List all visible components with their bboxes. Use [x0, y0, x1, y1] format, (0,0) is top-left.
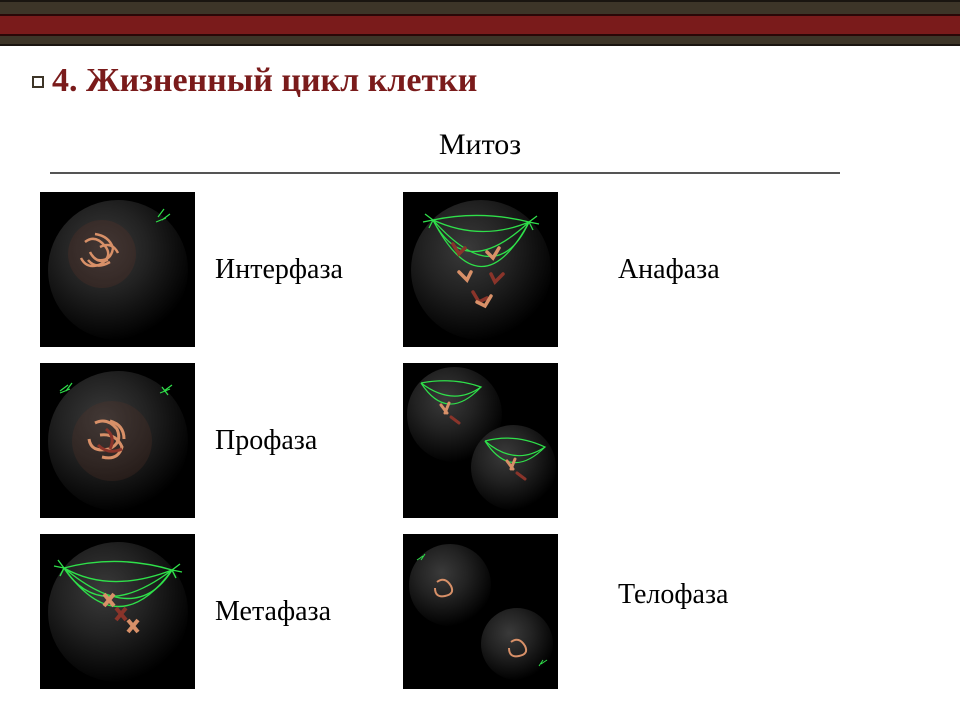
- page-title: 4. Жизненный цикл клетки: [52, 62, 477, 100]
- bar-top: [0, 0, 960, 14]
- phase-label: Интерфаза: [215, 254, 343, 286]
- header-bars: [0, 0, 960, 46]
- phase-row: Интерфаза: [40, 192, 343, 347]
- page-subtitle: Митоз: [0, 128, 960, 162]
- right-column-images: [403, 192, 558, 692]
- bar-bottom: [0, 36, 960, 46]
- cell-image-telophase-2: [403, 534, 558, 689]
- cell-image-interphase: [40, 192, 195, 347]
- cell-image-prophase: [40, 363, 195, 518]
- phase-label: Метафаза: [215, 596, 331, 628]
- phase-row: Профаза: [40, 363, 343, 518]
- right-column-labels: Анафаза Телофаза: [618, 192, 729, 692]
- cell-image-telophase-1: [403, 363, 558, 518]
- bar-accent: [0, 14, 960, 36]
- left-column: Интерфаза: [40, 192, 343, 692]
- cell-image-metaphase: [40, 534, 195, 689]
- phase-label: Анафаза: [618, 254, 729, 286]
- phase-label: Профаза: [215, 425, 317, 457]
- title-bullet-icon: [32, 76, 44, 88]
- phase-grid: Интерфаза: [40, 192, 920, 692]
- phase-row: Метафаза: [40, 534, 343, 689]
- subtitle-underline: [50, 172, 840, 174]
- phase-label: Телофаза: [618, 579, 729, 611]
- cell-image-anaphase: [403, 192, 558, 347]
